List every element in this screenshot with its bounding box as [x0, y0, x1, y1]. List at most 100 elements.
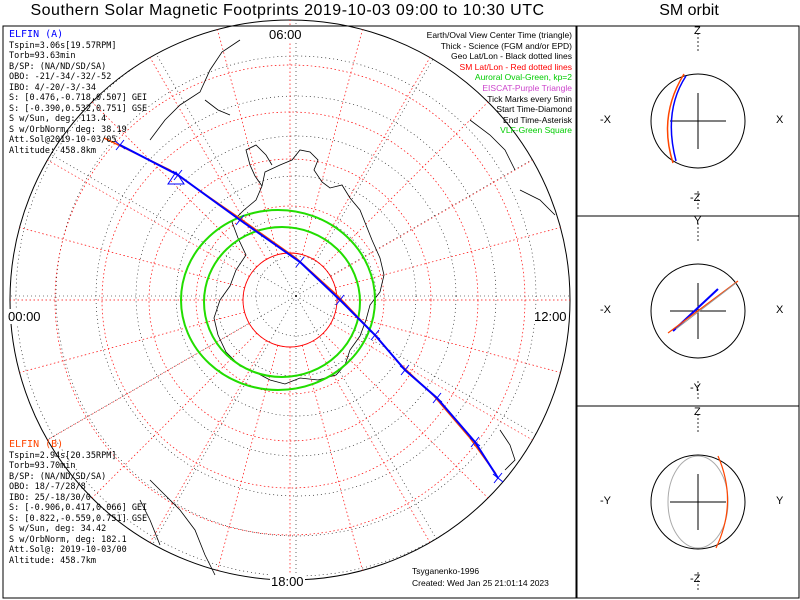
- orbit-axis-label: X: [776, 114, 784, 126]
- polar-map: [9, 19, 571, 581]
- orbit-axis-label: X: [776, 304, 784, 316]
- sm-pole-circle: [242, 252, 338, 348]
- sm-latitude-circle: [195, 205, 385, 395]
- orbit-axis-label: -Z: [690, 192, 701, 204]
- elfin-a-info-line: IBO: 4/-20/-3/-34: [9, 82, 96, 93]
- south-america-coast: [149, 39, 241, 141]
- orbit-axis-label: -X: [600, 114, 611, 126]
- elfin-a-track: [119, 144, 499, 479]
- legend: Earth/Oval View Center Time (triangle) Th…: [427, 30, 572, 136]
- hour-label-bottom: 18:00: [270, 574, 305, 589]
- elfin-b-info-line: S w/Sun, deg: 34.42: [9, 524, 107, 534]
- elfin-a-tick: [234, 214, 246, 226]
- elfin-a-tick: [399, 364, 411, 376]
- elfin-b-info-line: Altitude: 458.7km: [9, 555, 96, 566]
- created-timestamp: Created: Wed Jan 25 21:01:14 2023: [412, 578, 549, 588]
- elfin-a-tick: [334, 294, 346, 306]
- elfin-b-info-line: Att.Sol@: 2019-10-03/00: [9, 545, 127, 555]
- elfin-a-tick: [294, 256, 306, 268]
- orbit-axis-label: Y: [776, 495, 784, 507]
- geo-longitude-line: [295, 295, 556, 447]
- elfin-b-info-line: S: [0.822,-0.559,0.751] GSE: [9, 513, 148, 524]
- orbit-axis-label: -Z: [690, 573, 701, 585]
- elfin-a-info-line: Att.Sol@2019-10-03/05: [9, 135, 117, 145]
- footprint-tracks: [103, 137, 504, 484]
- geo-longitude-line: [295, 145, 556, 297]
- auroral-oval-inner: [203, 226, 361, 378]
- elfin-a-info-line: S: [0.476,-0.718,0.507] GEI: [9, 93, 148, 103]
- geo-latlon-grid: [10, 20, 570, 580]
- new-zealand-coast: [499, 429, 516, 471]
- elfin-b-orbit: [715, 455, 729, 549]
- orbit-axis-label: Z: [694, 406, 701, 418]
- model-credit: Tsyganenko-1996: [412, 566, 480, 576]
- sm-latitude-circle: [242, 252, 338, 348]
- geo-longitude-line: [145, 295, 297, 556]
- elfin-b-orbit: [666, 73, 685, 164]
- orbit-projection: [675, 282, 737, 330]
- figure-title: Southern Solar Magnetic Footprints 2019-…: [30, 2, 545, 19]
- legend-entry: End Time-Asterisk: [503, 114, 572, 125]
- hour-label-right: 12:00: [533, 309, 568, 324]
- elfin-a-info-line: OBO: -21/-34/-32/-52: [9, 72, 112, 82]
- elfin-a-info-line: B/SP: (NA/ND/SD/SA): [9, 61, 107, 72]
- map-frame: [2, 25, 577, 599]
- hour-label-left: 00:00: [7, 309, 42, 324]
- earth-orbit-circle: [650, 73, 746, 169]
- elfin-a-info-line: Torb=93.63min: [9, 51, 76, 61]
- view-center-triangle: [167, 171, 185, 185]
- elfin-b-info-line: Torb=93.70min: [9, 461, 76, 471]
- legend-entry: Start Time-Diamond: [496, 104, 572, 115]
- orbit-axis-label: -Y: [690, 382, 701, 394]
- sm-longitude-line: [212, 20, 279, 255]
- elfin-b-track: [103, 137, 497, 475]
- sm-latitude-circle: [148, 158, 432, 442]
- orbit-axis-label: -Y: [600, 495, 611, 507]
- elfin-b-name: ELFIN (B): [9, 439, 64, 450]
- elfin-a-tick: [114, 139, 126, 151]
- orbit-axis-label: -X: [600, 304, 611, 316]
- elfin-a-info-line: Tspin=3.06s[19.57RPM]: [9, 40, 117, 51]
- elfin-b-info-line: IBO: 25/-18/30/0: [9, 492, 91, 503]
- legend-entry: Auroral Oval-Green, kp=2: [474, 72, 572, 83]
- orbit-panel-yz-frame: [576, 405, 800, 599]
- elfin-a-info-line: Altitude: 458.8km: [9, 145, 96, 156]
- legend-entry: SM Lat/Lon - Red dotted lines: [459, 61, 572, 72]
- legend-entry: Earth/Oval View Center Time (triangle): [426, 30, 572, 40]
- sm-longitude-line: [212, 345, 279, 580]
- elfin-b-info-line: S w/OrbNorm, deg: 182.1: [9, 534, 127, 545]
- sm-longitude-line: [30, 149, 250, 277]
- elfin-a-info-line: S w/Sun, deg: 113.4: [9, 114, 107, 124]
- earth-orbit-circle: [650, 263, 746, 359]
- elfin-a-info-line: S w/OrbNorm, deg: 38.19: [9, 124, 127, 135]
- legend-entry: Tick Marks every 5min: [487, 93, 572, 104]
- elfin-a-tick: [469, 436, 481, 448]
- orbit-panel-title: SM orbit: [659, 2, 719, 19]
- elfin-b-info-line: OBO: 18/-7/28/8: [9, 482, 86, 492]
- orbit-axis-label: Z: [694, 25, 701, 37]
- elfin-b-orbit: [667, 280, 739, 334]
- geo-longitude-line: [295, 36, 447, 297]
- legend-entry: VLF-Green Square: [500, 125, 572, 136]
- legend-entry: EISCAT-Purple Triangle: [482, 82, 572, 93]
- elfin-a-info-line: S: [-0.390,0.532,0.751] GSE: [9, 103, 148, 114]
- geo-longitude-line: [295, 295, 447, 556]
- elfin-a-orbit: [670, 75, 687, 162]
- sm-longitude-line: [139, 340, 267, 560]
- antarctica-coastline: [213, 149, 385, 385]
- elfin-a-tick: [369, 329, 381, 341]
- hour-label-top: 06:00: [268, 27, 303, 42]
- elfin-b-info: ELFIN (B) Tspin=2.94s[20.35RPM] Torb=93.7…: [9, 439, 148, 566]
- africa-coast: [139, 479, 216, 576]
- antarctic-peninsula: [245, 144, 273, 187]
- elfin-a-info: ELFIN (A) Tspin=3.06s[19.57RPM] Torb=93.6…: [9, 29, 148, 156]
- elfin-a-name: ELFIN (A): [9, 29, 64, 40]
- legend-entry: Thick - Science (FGM and/or EPD): [440, 40, 572, 51]
- elfin-b-info-line: S: [-0.906,0.417,0.066] GEI: [9, 503, 148, 513]
- sm-longitude-line: [301, 345, 368, 580]
- elfin-a-tick: [492, 472, 504, 484]
- legend-entry: Geo Lat/Lon - Black dotted lines: [451, 51, 572, 62]
- elfin-b-info-line: Tspin=2.94s[20.35RPM]: [9, 450, 117, 461]
- sm-longitude-line: [301, 20, 368, 255]
